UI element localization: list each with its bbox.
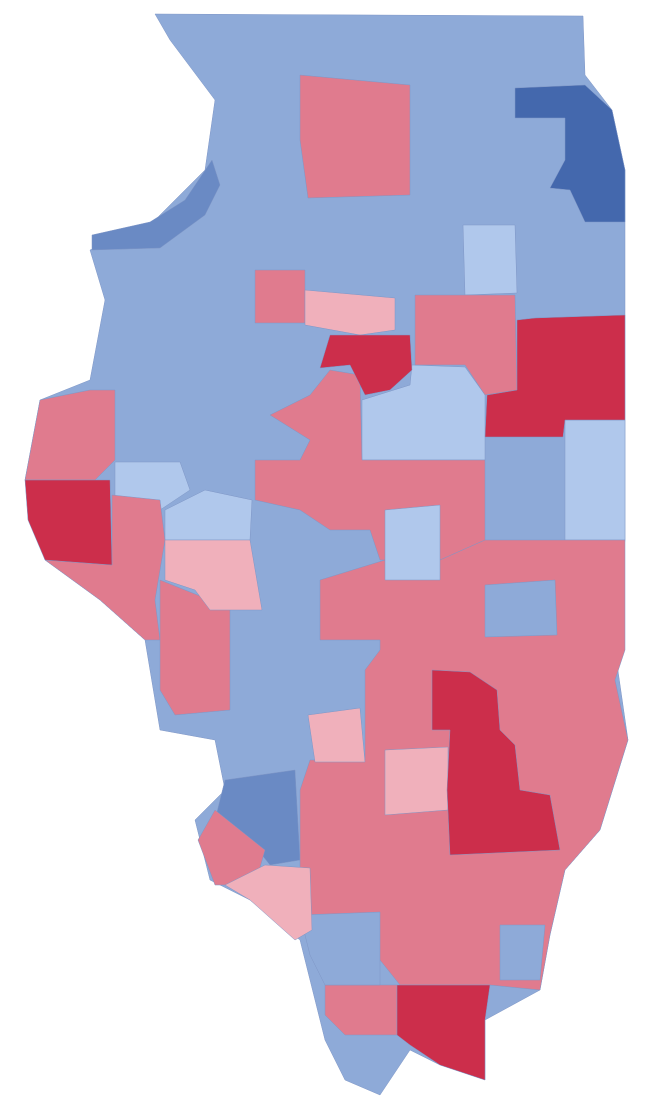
county-region: [91, 159, 221, 251]
county-region: [484, 314, 626, 438]
county-region: [414, 294, 518, 396]
county-region: [254, 269, 306, 324]
county-region: [462, 224, 518, 296]
county-region: [164, 539, 263, 611]
county-region: [514, 84, 626, 223]
county-region: [324, 984, 398, 1036]
county-region: [564, 419, 626, 541]
county-region: [484, 579, 558, 638]
county-region: [384, 746, 449, 816]
county-region: [304, 289, 396, 336]
county-region: [319, 334, 413, 396]
county-region: [299, 911, 381, 986]
county-region: [164, 489, 253, 541]
county-region: [299, 74, 411, 199]
county-region: [24, 389, 116, 481]
county-region: [499, 924, 546, 981]
county-region: [431, 669, 561, 856]
county-region: [396, 984, 491, 1081]
county-region: [224, 864, 313, 941]
county-region: [24, 479, 113, 566]
county-region: [384, 504, 441, 581]
county-region: [307, 707, 366, 763]
